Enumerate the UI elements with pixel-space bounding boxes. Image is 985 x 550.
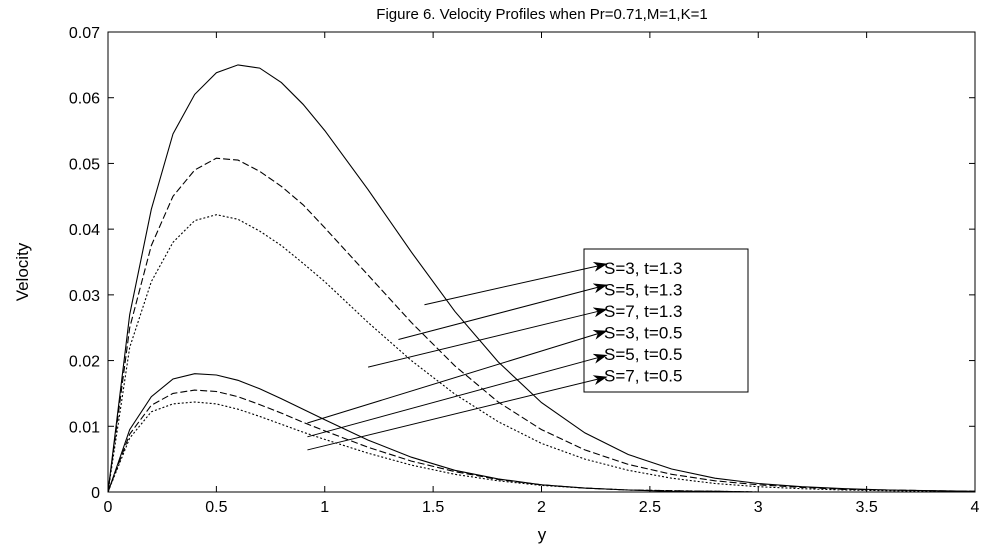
series-line-3 bbox=[107, 214, 975, 493]
x-tick-label: 1 bbox=[320, 499, 329, 516]
x-tick-label: 0.5 bbox=[205, 499, 227, 516]
y-tick-label: 0.03 bbox=[69, 288, 100, 305]
annotation-arrow-4 bbox=[307, 330, 608, 424]
legend-entry: S=5, t=0.5 bbox=[604, 345, 682, 364]
series-line-4 bbox=[107, 373, 759, 493]
x-tick-label: 2 bbox=[537, 499, 546, 516]
y-tick-label: 0.07 bbox=[69, 25, 100, 42]
annotation-arrow-5 bbox=[307, 353, 608, 438]
y-tick-label: 0.04 bbox=[69, 222, 100, 239]
series-line-6 bbox=[107, 401, 759, 493]
annotation-arrow-3 bbox=[367, 307, 608, 368]
y-tick-label: 0.05 bbox=[69, 156, 100, 173]
legend-entry: S=3, t=0.5 bbox=[604, 324, 682, 343]
x-tick-label: 2.5 bbox=[639, 499, 661, 516]
x-tick-label: 3.5 bbox=[856, 499, 878, 516]
y-tick-label: 0.01 bbox=[69, 419, 100, 436]
legend-entry: S=5, t=1.3 bbox=[604, 281, 682, 300]
legend-entry: S=7, t=0.5 bbox=[604, 367, 682, 386]
legend-entry: S=3, t=1.3 bbox=[604, 259, 682, 278]
annotation-arrow-1 bbox=[424, 261, 608, 306]
y-tick-label: 0 bbox=[91, 485, 100, 502]
annotation-arrow-6 bbox=[307, 375, 608, 451]
x-tick-label: 0 bbox=[104, 499, 113, 516]
series-line-2 bbox=[107, 157, 976, 493]
x-axis-label: y bbox=[538, 525, 547, 544]
plot-frame bbox=[107, 31, 976, 493]
legend-box bbox=[583, 248, 749, 393]
plot-area: 0 0.5 1 1.5 2 2.5 3 3.5 4 0 0.01 0.02 0.03 0.04 0.05 0.… bbox=[69, 25, 980, 516]
y-axis-label: Velocity bbox=[13, 242, 32, 301]
legend-entry: S=7, t=1.3 bbox=[604, 302, 682, 321]
x-tick-label: 3 bbox=[754, 499, 763, 516]
x-tick-label: 1.5 bbox=[422, 499, 444, 516]
chart-title: Figure 6. Velocity Profiles when Pr=0.71… bbox=[376, 6, 707, 23]
series-line-5 bbox=[107, 389, 759, 493]
y-tick-label: 0.06 bbox=[69, 91, 100, 108]
y-tick-label: 0.02 bbox=[69, 354, 100, 371]
x-tick-label: 4 bbox=[971, 499, 980, 516]
annotation-arrow-2 bbox=[398, 283, 608, 341]
series-line-1 bbox=[107, 64, 976, 493]
